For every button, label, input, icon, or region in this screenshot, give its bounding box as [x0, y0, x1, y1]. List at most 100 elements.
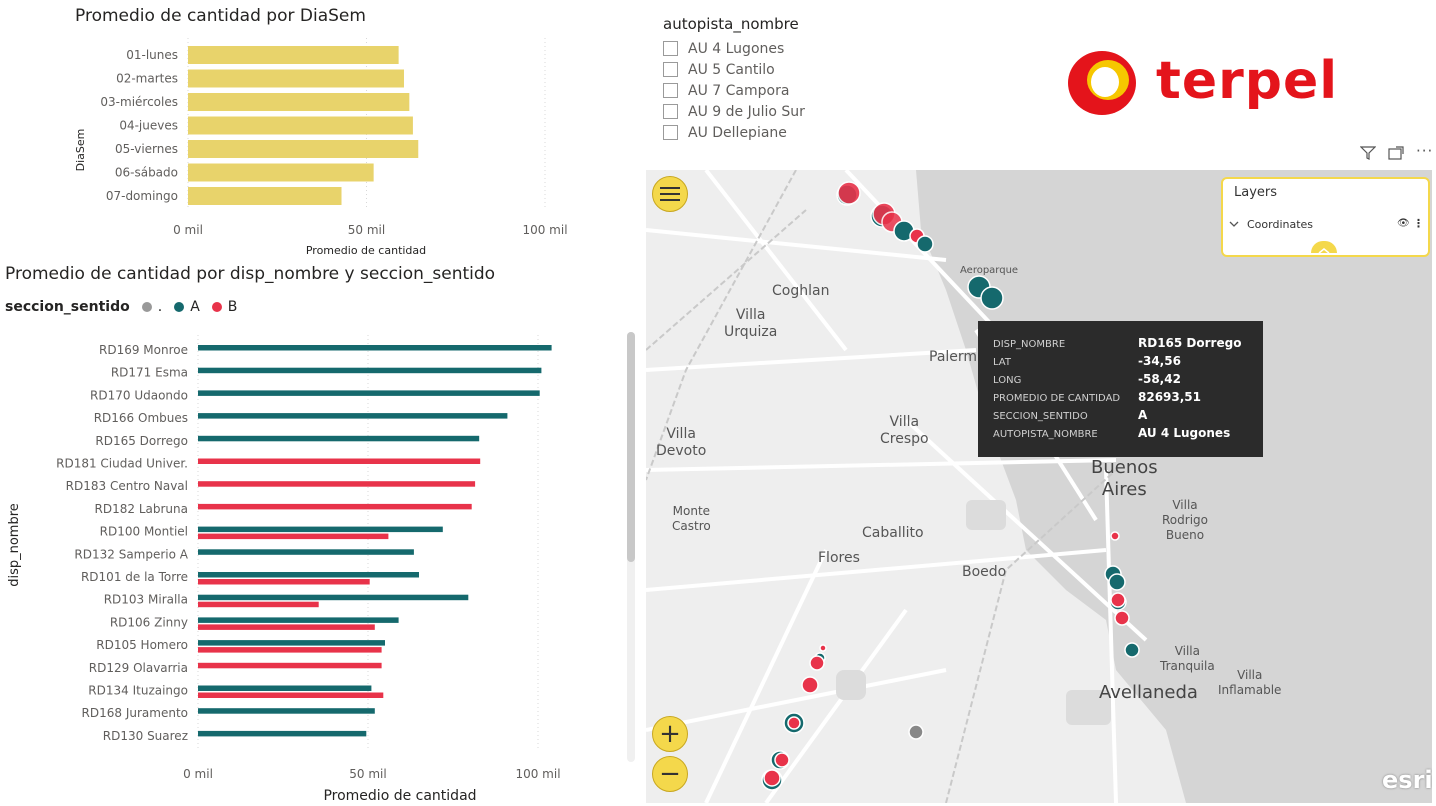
chart2-plot: disp_nombre Promedio de cantidad 0 mil 50… — [7, 335, 561, 804]
chart2-bar-b[interactable] — [198, 647, 382, 653]
minus-icon: − — [659, 759, 681, 789]
chart2-category-label: RD169 Monroe — [99, 343, 188, 357]
checkbox[interactable] — [663, 62, 678, 77]
slicer-item[interactable]: AU 7 Campora — [663, 80, 963, 101]
chart1-bar[interactable] — [188, 140, 419, 158]
chart1-plot: DiaSem Promedio de cantidad 0 mil 50 mil 1… — [74, 38, 568, 257]
chart2-category-label: RD101 de la Torre — [81, 570, 188, 584]
layers-collapse-handle[interactable] — [1311, 241, 1337, 254]
plus-icon: + — [659, 719, 681, 749]
checkbox[interactable] — [663, 83, 678, 98]
chart1-bar[interactable] — [188, 93, 410, 111]
zoom-in-button[interactable]: + — [652, 716, 688, 752]
slicer-item[interactable]: AU 5 Cantilo — [663, 59, 963, 80]
map-visual[interactable]: Aeroparque Coghlan Villa Urquiza Palerm … — [646, 170, 1432, 803]
map-label-avellaneda: Avellaneda — [1099, 682, 1198, 703]
chart1-bar[interactable] — [188, 187, 342, 205]
chart2-bar-b[interactable] — [198, 579, 370, 585]
chart1-category-label: 06-sábado — [115, 166, 178, 180]
slicer-list: AU 4 Lugones AU 5 Cantilo AU 7 Campora AU 9… — [663, 38, 963, 143]
chart2-bar-a[interactable] — [198, 572, 419, 578]
chart2-bar-a[interactable] — [198, 390, 540, 396]
chart2-tick-label: 100 mil — [515, 767, 560, 781]
slicer-item[interactable]: AU Dellepiane — [663, 122, 963, 143]
tooltip-value: A — [1138, 408, 1148, 422]
focus-mode-icon[interactable] — [1388, 146, 1404, 164]
chart2-bar-a[interactable] — [198, 685, 372, 692]
chart2-category-label: RD132 Samperio A — [74, 547, 188, 561]
chart1-bar[interactable] — [188, 163, 374, 182]
slicer-item[interactable]: AU 9 de Julio Sur — [663, 101, 963, 122]
chart1-ylabel: DiaSem — [74, 129, 87, 172]
chart1-bar[interactable] — [188, 69, 404, 88]
chart2-bar-b[interactable] — [198, 692, 384, 699]
chart2-bar-b[interactable] — [198, 458, 481, 465]
chart2-bar-a[interactable] — [198, 549, 414, 555]
chart1-category-label: 05-viernes — [115, 142, 178, 156]
chart2-bar-a[interactable] — [198, 640, 385, 646]
layer-row-coordinates[interactable]: Coordinates 👁 ⋮ — [1227, 217, 1424, 237]
legend-label-b: B — [227, 299, 238, 315]
chart2-category-label: RD165 Dorrego — [95, 434, 188, 448]
map-label-flores: Flores — [818, 550, 860, 566]
chart2-bar-b[interactable] — [198, 662, 382, 669]
chart2-bar-a[interactable] — [198, 526, 443, 533]
layers-panel[interactable]: Layers Coordinates 👁 ⋮ — [1221, 177, 1430, 257]
chart1-bar[interactable] — [188, 46, 399, 64]
map-label-villa-tranquila: Villa Tranquila — [1160, 644, 1215, 673]
chart2-category-label: RD181 Ciudad Univer. — [56, 457, 188, 471]
chart2-category-label: RD103 Miralla — [104, 593, 188, 607]
map-label-villa-inflamable: Villa Inflamable — [1218, 668, 1282, 697]
map-label-coghlan: Coghlan — [772, 283, 830, 299]
chart2-category-label: RD105 Homero — [96, 638, 188, 652]
chart2-xlabel: Promedio de cantidad — [323, 788, 476, 804]
checkbox[interactable] — [663, 41, 678, 56]
tooltip-value: -58,42 — [1138, 372, 1181, 386]
chart1-bar[interactable] — [188, 116, 413, 135]
chart2-category-label: RD134 Ituzaingo — [88, 684, 188, 698]
chart2-bar-a[interactable] — [198, 730, 367, 737]
chart2-bar-a[interactable] — [198, 345, 552, 351]
chart2-bar-a[interactable] — [198, 367, 542, 374]
chart2-scroll-thumb[interactable] — [627, 332, 635, 562]
chart2-bar-a[interactable] — [198, 435, 480, 442]
slicer-item-label: AU 7 Campora — [688, 82, 790, 99]
tooltip-value: 82693,51 — [1138, 390, 1202, 404]
chart2-bar-b[interactable] — [198, 503, 472, 510]
map-label-villa-devoto: Villa Devoto — [656, 426, 707, 459]
chart2-bar-a[interactable] — [198, 708, 375, 714]
map-label-villa-rodrigo-bueno: Villa Rodrigo Bueno — [1162, 498, 1208, 542]
layers-title: Layers — [1234, 185, 1278, 200]
tooltip-row: LAT -34,56 — [993, 354, 1253, 372]
chart2-bar-a[interactable] — [198, 413, 508, 419]
layer-more-icon[interactable]: ⋮ — [1413, 217, 1424, 230]
chart2-bar-b[interactable] — [198, 624, 375, 630]
tooltip-row: LONG -58,42 — [993, 372, 1253, 390]
layer-name: Coordinates — [1247, 218, 1314, 231]
checkbox[interactable] — [663, 104, 678, 119]
zoom-out-button[interactable]: − — [652, 756, 688, 792]
chart2-bar-a[interactable] — [198, 617, 399, 623]
filter-icon[interactable] — [1359, 146, 1377, 164]
checkbox[interactable] — [663, 125, 678, 140]
chart2-bar-b[interactable] — [198, 601, 319, 608]
chart1-title: Promedio de cantidad por DiaSem — [75, 6, 366, 26]
chart2-bar-a[interactable] — [198, 594, 469, 601]
tooltip-row: AUTOPISTA_NOMBRE AU 4 Lugones — [993, 426, 1253, 444]
esri-attribution: esri — [1382, 766, 1432, 794]
terpel-logo-mark — [1068, 51, 1136, 115]
slicer-item[interactable]: AU 4 Lugones — [663, 38, 963, 59]
terpel-logo: terpel — [1066, 45, 1337, 125]
chart2-category-label: RD100 Montiel — [100, 525, 188, 539]
chevron-down-icon[interactable] — [1229, 219, 1239, 232]
eye-icon[interactable]: 👁 — [1397, 218, 1410, 229]
more-options-icon[interactable]: ··· — [1416, 142, 1434, 160]
chart2-scrollbar[interactable] — [627, 332, 635, 762]
slicer-title: autopista_nombre — [663, 15, 799, 33]
chart2-legend: seccion_sentido . A B — [5, 299, 237, 315]
chart2-bar-b[interactable] — [198, 533, 389, 540]
chart2-category-label: RD171 Esma — [111, 366, 188, 380]
map-menu-button[interactable] — [652, 176, 688, 212]
chart2-bar-b[interactable] — [198, 481, 476, 487]
chart1-category-label: 07-domingo — [106, 189, 178, 203]
